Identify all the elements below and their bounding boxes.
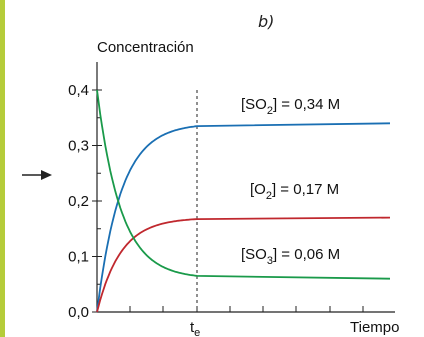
y-tick-label: 0,3 [68, 138, 89, 155]
so2-label: [SO2] = 0,34 M [241, 96, 340, 117]
y-tick-label: 0,0 [68, 304, 89, 321]
y-tick-label: 0,1 [68, 249, 89, 266]
right-arrow-icon [22, 170, 52, 180]
y-tick-labels: 0,0 0,1 0,2 0,3 0,4 [68, 82, 89, 321]
series-line-o2 [96, 216, 391, 313]
equilibrium-time-label: te [190, 319, 200, 337]
tick-marks [92, 89, 364, 313]
x-axis-label: Tiempo [350, 319, 399, 336]
y-tick-label: 0,4 [68, 82, 89, 99]
series-line-so3 [96, 89, 391, 280]
o2-label: [O2] = 0,17 M [250, 181, 339, 202]
so3-label: [SO3] = 0,06 M [241, 246, 340, 267]
y-axis-label: Concentración [97, 39, 194, 56]
series-curves [96, 89, 391, 313]
y-tick-label: 0,2 [68, 193, 89, 210]
series-line-so2 [96, 122, 391, 313]
panel-label: b) [258, 12, 274, 31]
bottom-accent [0, 329, 5, 337]
axes [96, 62, 395, 313]
sidebar-bar [0, 0, 5, 337]
